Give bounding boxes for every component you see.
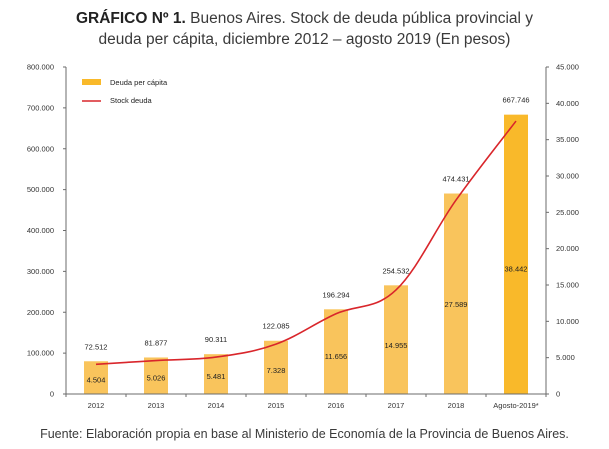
label-per-capita: 38.442 bbox=[505, 264, 528, 273]
right-tick-label: 10.000 bbox=[556, 317, 579, 326]
bar-2012 bbox=[84, 361, 108, 394]
left-tick-label: 0 bbox=[50, 390, 54, 399]
label-per-capita: 5.481 bbox=[207, 372, 226, 381]
right-tick-label: 45.000 bbox=[556, 63, 579, 72]
left-tick-label: 800.000 bbox=[27, 63, 54, 72]
label-stock: 81.877 bbox=[145, 338, 168, 347]
right-tick-label: 0 bbox=[556, 390, 560, 399]
label-stock: 474.431 bbox=[442, 175, 469, 184]
chart-title: GRÁFICO Nº 1. Buenos Aires. Stock de deu… bbox=[0, 8, 609, 50]
label-stock: 196.294 bbox=[322, 290, 349, 299]
labels-group: 72.512 81.877 90.311 122.085 196.294 254.532 4… bbox=[85, 96, 530, 385]
line-stock-deuda bbox=[95, 120, 517, 366]
x-tick-label: 2017 bbox=[388, 401, 405, 410]
right-tick-label: 35.000 bbox=[556, 135, 579, 144]
chart-title-line1: Buenos Aires. Stock de deuda pública pro… bbox=[185, 10, 534, 27]
label-per-capita: 11.656 bbox=[325, 352, 347, 361]
x-tick-label: 2016 bbox=[328, 401, 345, 410]
label-per-capita: 14.955 bbox=[385, 341, 408, 350]
label-stock: 90.311 bbox=[205, 335, 227, 344]
bar-2013 bbox=[144, 357, 168, 394]
right-tick-label: 15.000 bbox=[556, 281, 579, 290]
label-stock: 72.512 bbox=[85, 342, 108, 351]
bar-2017 bbox=[384, 285, 408, 394]
x-tick-label: Agosto-2019* bbox=[493, 401, 539, 410]
left-tick-label: 600.000 bbox=[27, 144, 54, 153]
bar-2016 bbox=[324, 309, 348, 394]
label-stock: 667.746 bbox=[502, 96, 529, 105]
label-per-capita: 4.504 bbox=[87, 375, 106, 384]
right-tick-label: 20.000 bbox=[556, 244, 579, 253]
line-group bbox=[95, 120, 517, 366]
label-stock: 254.532 bbox=[382, 266, 409, 275]
right-tick-label: 5.000 bbox=[556, 353, 575, 362]
source-note: Fuente: Elaboración propia en base al Mi… bbox=[40, 427, 569, 441]
left-tick-label: 100.000 bbox=[27, 349, 54, 358]
x-tick-label: 2014 bbox=[208, 401, 225, 410]
bar-agosto-2019- bbox=[504, 114, 528, 395]
left-tick-label: 200.000 bbox=[27, 308, 54, 317]
legend-label-line: Stock deuda bbox=[110, 96, 153, 105]
right-tick-label: 25.000 bbox=[556, 208, 579, 217]
label-stock: 122.085 bbox=[262, 322, 289, 331]
legend-label-bar: Deuda per cápita bbox=[110, 78, 168, 87]
right-tick-label: 40.000 bbox=[556, 99, 579, 108]
right-tick-label: 30.000 bbox=[556, 172, 579, 181]
x-tick-label: 2012 bbox=[88, 401, 105, 410]
x-tick-label: 2018 bbox=[448, 401, 465, 410]
legend: Deuda per cápita Stock deuda bbox=[82, 78, 168, 105]
label-per-capita: 7.328 bbox=[267, 366, 286, 375]
x-tick-label: 2015 bbox=[268, 401, 285, 410]
left-tick-label: 500.000 bbox=[27, 185, 54, 194]
bars-group bbox=[84, 114, 528, 395]
x-tick-label: 2013 bbox=[148, 401, 165, 410]
chart-title-bold: GRÁFICO Nº 1. bbox=[75, 10, 186, 27]
chart-title-line2: deuda per cápita, diciembre 2012 – agost… bbox=[98, 31, 511, 48]
bar-2015 bbox=[264, 340, 288, 394]
bar-2014 bbox=[204, 354, 228, 394]
label-per-capita: 5.026 bbox=[147, 374, 166, 383]
legend-swatch-bar bbox=[82, 79, 101, 85]
left-tick-label: 300.000 bbox=[27, 267, 54, 276]
label-per-capita: 27.589 bbox=[445, 300, 468, 309]
left-tick-label: 400.000 bbox=[27, 226, 54, 235]
bar-2018 bbox=[444, 193, 468, 394]
axes-group: 0 100.000 200.000 300.000 400.000 500.000 600.… bbox=[27, 63, 579, 411]
left-tick-label: 700.000 bbox=[27, 103, 54, 112]
